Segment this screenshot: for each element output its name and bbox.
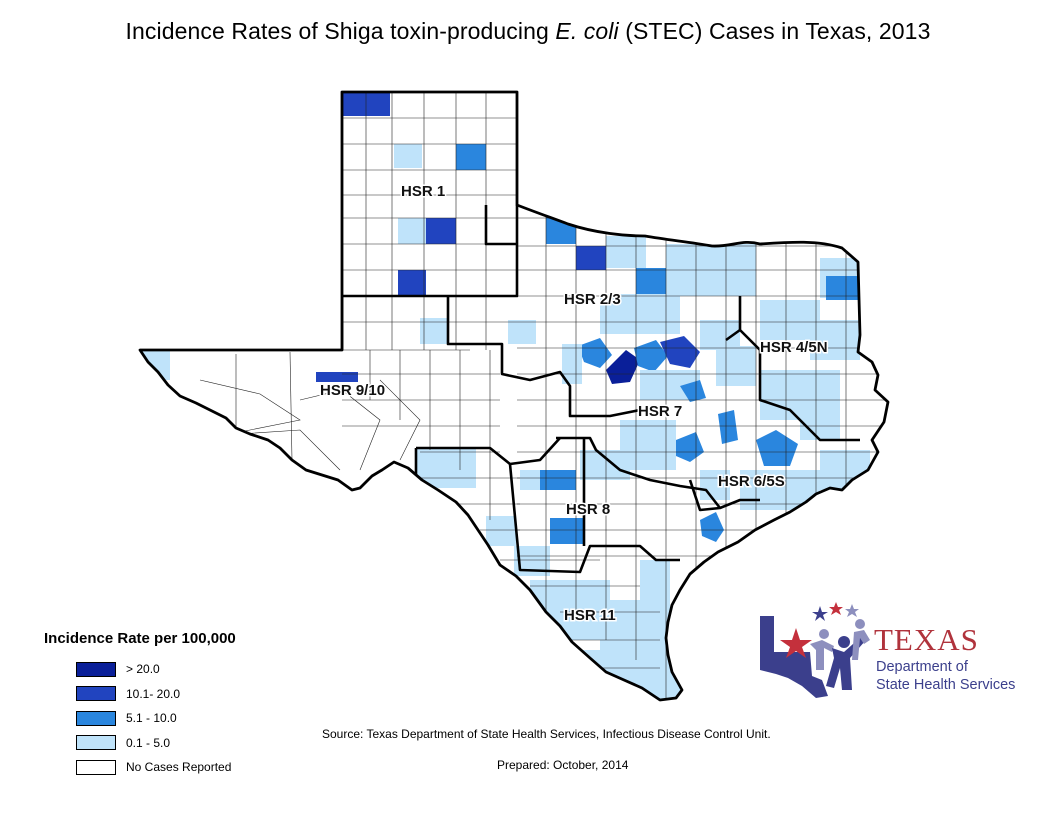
legend: Incidence Rate per 100,000 > 20.0 10.1- … bbox=[44, 630, 236, 780]
legend-label: No Cases Reported bbox=[126, 760, 232, 775]
region-label-hsr-6-5s: HSR 6/5S bbox=[718, 473, 785, 490]
legend-title: Incidence Rate per 100,000 bbox=[44, 630, 236, 647]
region-label-hsr-7: HSR 7 bbox=[638, 403, 682, 420]
legend-item: No Cases Reported bbox=[44, 755, 236, 780]
legend-label: > 20.0 bbox=[126, 662, 160, 677]
legend-item: 10.1- 20.0 bbox=[44, 682, 236, 707]
dshs-logo: TEXAS Department of State Health Services bbox=[758, 600, 1028, 704]
legend-label: 5.1 - 10.0 bbox=[126, 711, 177, 726]
logo-department-name: Department of State Health Services bbox=[876, 659, 1016, 693]
legend-swatch bbox=[76, 686, 116, 702]
prepared-date: Prepared: October, 2014 bbox=[497, 758, 629, 772]
region-label-hsr-8: HSR 8 bbox=[566, 501, 610, 518]
legend-label: 0.1 - 5.0 bbox=[126, 735, 171, 750]
legend-swatch bbox=[76, 710, 116, 726]
logo-texas-word: TEXAS bbox=[874, 622, 979, 657]
legend-swatch bbox=[76, 759, 116, 775]
region-label-hsr-1: HSR 1 bbox=[401, 183, 445, 200]
legend-swatch bbox=[76, 735, 116, 751]
texas-logo-icon bbox=[760, 602, 870, 698]
region-label-hsr-4-5n: HSR 4/5N bbox=[760, 339, 828, 356]
region-label-hsr-9-10: HSR 9/10 bbox=[320, 382, 385, 399]
legend-item: > 20.0 bbox=[44, 657, 236, 682]
legend-item: 0.1 - 5.0 bbox=[44, 731, 236, 756]
map-title: Incidence Rates of Shiga toxin-producing… bbox=[125, 18, 931, 44]
legend-label: 10.1- 20.0 bbox=[126, 686, 181, 701]
legend-swatch bbox=[76, 661, 116, 677]
region-label-hsr-11: HSR 11 bbox=[564, 607, 616, 624]
legend-item: 5.1 - 10.0 bbox=[44, 706, 236, 731]
source-note: Source: Texas Department of State Health… bbox=[322, 727, 771, 741]
region-label-hsr-2-3: HSR 2/3 bbox=[564, 291, 621, 308]
